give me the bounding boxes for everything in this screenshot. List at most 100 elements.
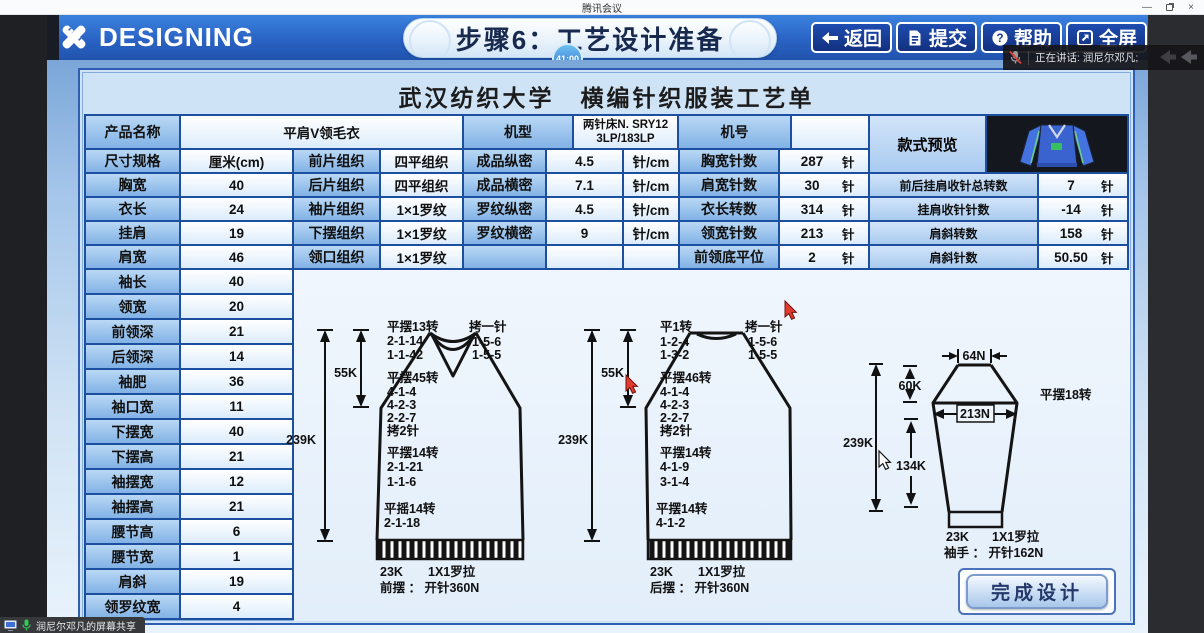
overlay-divider [1028, 50, 1029, 65]
screen-share-icon [4, 619, 17, 631]
style-preview: 款式预览 [870, 114, 1129, 174]
spec-label: 尺寸规格 [86, 150, 179, 172]
close-icon[interactable]: × [1188, 2, 1194, 13]
table-row: 袖长 40 [84, 270, 294, 295]
size-value: 11 [181, 395, 292, 418]
extra-label: 前后挂肩收针总转数 [870, 174, 1037, 196]
machine-no-label: 机号 [679, 116, 790, 148]
size-label: 领宽 [86, 295, 179, 318]
spec-label: 胸宽 [86, 174, 179, 196]
finish-design-button[interactable]: 完成设计 [966, 574, 1108, 609]
step-title: 步骤6：工艺设计准备 [455, 24, 725, 55]
process-table: 产品名称 平肩V领毛衣 机型 两针床N. SRY12 3LP/183LP 机号 … [84, 114, 1129, 620]
spec-label: 挂肩 [86, 222, 179, 244]
header-corner [47, 15, 59, 60]
step-banner: 步骤6：工艺设计准备 [403, 18, 777, 58]
undo-arrow-icon[interactable] [1160, 50, 1177, 65]
size-value: 4 [181, 595, 292, 618]
machine-type-value: 两针床N. SRY12 3LP/183LP [574, 116, 677, 148]
table-row: 领宽 20 [84, 295, 294, 320]
table-row: 产品名称 平肩V领毛衣 机型 两针床N. SRY12 3LP/183LP 机号 [84, 114, 870, 150]
extra-label: 肩斜转数 [870, 222, 1037, 244]
table-row: 腰节宽 1 [84, 545, 294, 570]
sweater-thumbnail-icon [1019, 124, 1095, 167]
table-row: 挂肩 19 下摆组织 1×1罗纹 罗纹横密 9 针/cm 领宽针数 213 针 肩… [84, 222, 1129, 246]
fullscreen-button-label: 全屏 [1098, 29, 1137, 50]
size-label: 腰节高 [86, 520, 179, 543]
structure-label: 领口组织 [294, 246, 379, 268]
table-row: 衣长 24 袖片组织 1×1罗纹 罗纹纵密 4.5 针/cm 衣长转数 314 针… [84, 198, 1129, 222]
window-controls: — × [1136, 0, 1202, 15]
table-row: 袖摆宽 12 [84, 470, 294, 495]
density-unit: 针/cm [624, 174, 678, 196]
density-value: 4.5 [547, 198, 622, 220]
stitch-value: 314 针 [780, 198, 868, 220]
table-row: 袖口宽 11 [84, 395, 294, 420]
annotation-arrows [1160, 50, 1198, 65]
size-label: 袖摆高 [86, 495, 179, 518]
structure-value: 1×1罗纹 [381, 246, 462, 268]
redo-arrow-icon[interactable] [1181, 50, 1198, 65]
desktop-background-right [1148, 15, 1204, 633]
table-row: 前领深 21 [84, 320, 294, 345]
extra-value: 158 针 [1039, 222, 1127, 244]
size-label: 腰节宽 [86, 545, 179, 568]
extra-label: 挂肩收针针数 [870, 198, 1037, 220]
restore-icon[interactable] [1158, 0, 1180, 15]
density-value: 9 [547, 222, 622, 244]
question-icon: ? [992, 29, 1008, 46]
process-sheet-panel: 武汉纺织大学 横编针织服装工艺单 产品名称 平肩V领毛衣 机型 两针床N. SR… [78, 68, 1135, 625]
spec-value: 46 [181, 246, 292, 268]
size-value: 40 [181, 420, 292, 443]
density-value: 4.5 [547, 150, 622, 172]
table-row: 尺寸规格 厘米(cm) 前片组织 四平组织 成品纵密 4.5 针/cm 胸宽针数… [84, 150, 870, 174]
back-arrow-icon [821, 31, 838, 44]
spec-value: 24 [181, 198, 292, 220]
table-row: 下摆宽 40 [84, 420, 294, 445]
table-row: 领罗纹宽 4 [84, 595, 294, 620]
muted-mic-icon [1009, 50, 1022, 65]
desktop-background-left [0, 15, 47, 633]
help-button-label: 帮助 [1013, 29, 1052, 50]
fullscreen-icon [1076, 29, 1093, 46]
sheet-title: 武汉纺织大学 横编针织服装工艺单 [398, 85, 815, 111]
size-label: 袖摆宽 [86, 470, 179, 493]
designing-logo-icon [62, 25, 86, 49]
table-row: 肩斜 19 [84, 570, 294, 595]
finish-design-container: 完成设计 [958, 568, 1116, 615]
size-value: 20 [181, 295, 292, 318]
app-logo-text: DESIGNING [99, 21, 254, 52]
size-value: 21 [181, 495, 292, 518]
size-value: 12 [181, 470, 292, 493]
size-value: 1 [181, 545, 292, 568]
table-row: 胸宽 40 后片组织 四平组织 成品横密 7.1 针/cm 肩宽针数 30 针 前… [84, 174, 1129, 198]
spec-value: 40 [181, 174, 292, 196]
stitch-label: 领宽针数 [680, 222, 778, 244]
speaking-text: 正在讲话: 润尼尔邓凡; [1035, 52, 1139, 64]
size-label: 下摆高 [86, 445, 179, 468]
screen-share-badge[interactable]: 润尼尔邓凡的屏幕共享 [0, 617, 145, 633]
table-row: 袖摆高 21 [84, 495, 294, 520]
submit-button[interactable]: 提交 [895, 22, 977, 53]
density-unit: 针/cm [624, 198, 678, 220]
stitch-value: 30 针 [780, 174, 868, 196]
spec-label: 肩宽 [86, 246, 179, 268]
back-button[interactable]: 返回 [810, 22, 892, 53]
minimize-icon[interactable]: — [1142, 2, 1152, 13]
product-name-value: 平肩V领毛衣 [181, 116, 462, 148]
structure-value: 四平组织 [381, 174, 462, 196]
window-title: 腾讯会议 [582, 3, 622, 15]
size-label: 后领深 [86, 345, 179, 368]
extra-label: 肩斜针数 [870, 246, 1037, 268]
structure-value: 四平组织 [381, 150, 462, 172]
mic-on-icon [22, 619, 31, 631]
density-value: 7.1 [547, 174, 622, 196]
app-logo: DESIGNING [57, 20, 254, 54]
size-label: 下摆宽 [86, 420, 179, 443]
screen-share-text: 润尼尔邓凡的屏幕共享 [36, 621, 136, 633]
size-label: 袖长 [86, 270, 179, 293]
structure-value: 1×1罗纹 [381, 198, 462, 220]
